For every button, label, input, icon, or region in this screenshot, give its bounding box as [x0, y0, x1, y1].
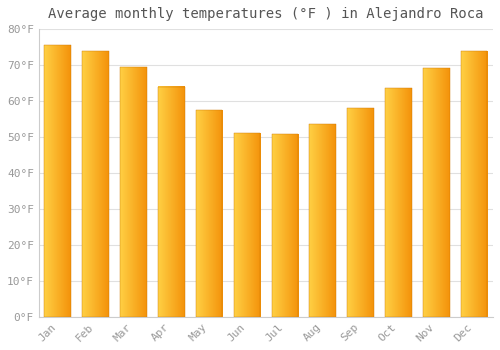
Bar [385, 89, 411, 317]
Bar [82, 51, 109, 317]
Bar [44, 45, 71, 317]
Bar [272, 134, 298, 317]
Bar [196, 110, 222, 317]
Bar [158, 86, 184, 317]
Title: Average monthly temperatures (°F ) in Alejandro Roca: Average monthly temperatures (°F ) in Al… [48, 7, 484, 21]
Bar [234, 133, 260, 317]
Bar [120, 67, 146, 317]
Bar [348, 108, 374, 317]
Bar [461, 51, 487, 317]
Bar [310, 124, 336, 317]
Bar [423, 68, 450, 317]
